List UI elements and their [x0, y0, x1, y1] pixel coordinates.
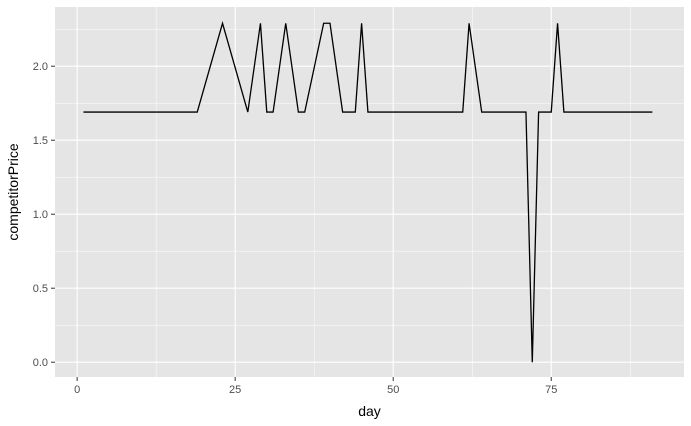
y-tick-label: 0.5: [33, 283, 48, 295]
x-tick-label: 50: [387, 384, 399, 396]
y-tick-label: 2.0: [33, 61, 48, 73]
axis-ticks: [51, 65, 552, 381]
x-tick-label: 0: [74, 384, 80, 396]
plot-panel: [55, 7, 684, 377]
y-tick-label: 1.5: [33, 135, 48, 147]
y-axis-title: competitorPrice: [5, 143, 21, 240]
x-tick-label: 75: [545, 384, 557, 396]
x-axis-title: day: [358, 403, 381, 419]
x-tick-labels: 0 25 50 75: [74, 384, 557, 396]
y-tick-label: 1.0: [33, 209, 48, 221]
y-tick-label: 0.0: [33, 357, 48, 369]
y-tick-labels: 0.0 0.5 1.0 1.5 2.0: [33, 61, 48, 369]
series-line: [83, 20, 653, 363]
x-tick-label: 25: [229, 384, 241, 396]
